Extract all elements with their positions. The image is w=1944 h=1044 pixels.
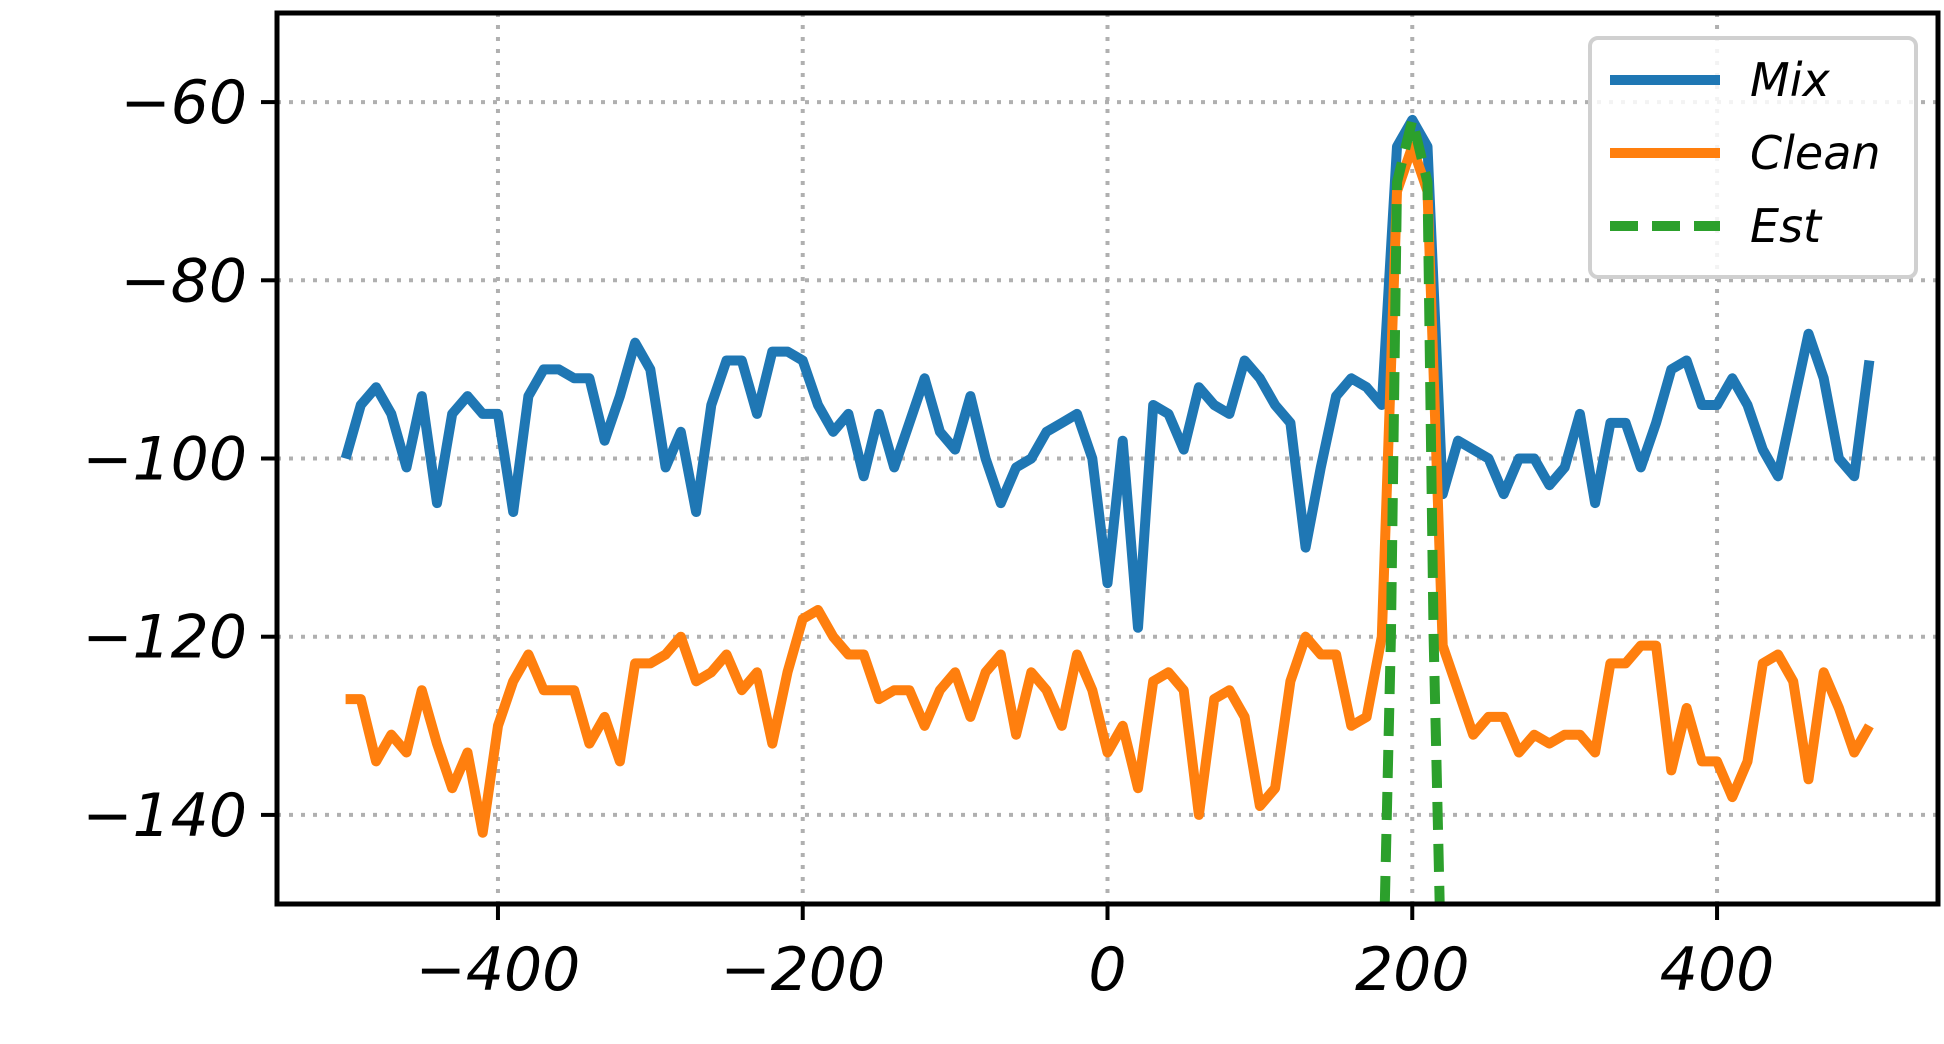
y-tick-label: −100 (82, 425, 247, 495)
y-tick-label: −60 (120, 68, 247, 138)
x-tick-label: −400 (416, 935, 581, 1005)
series-line-est (1379, 114, 1445, 905)
legend-label-est: Est (1750, 199, 1823, 253)
x-axis: −400 −200 0 200 400 (416, 904, 1775, 1005)
series-line-mix (340, 114, 1875, 633)
grid (277, 13, 1938, 904)
x-tick-label: −200 (720, 935, 885, 1005)
legend: Mix Clean Est (1588, 36, 1918, 279)
plot-series (340, 114, 1875, 905)
legend-box (1588, 36, 1918, 279)
y-tick-label: −80 (120, 246, 247, 316)
x-tick-label: 400 (1660, 935, 1775, 1005)
x-tick-label: 200 (1355, 935, 1470, 1005)
legend-label-clean: Clean (1750, 126, 1881, 180)
y-tick-label: −140 (82, 781, 247, 851)
y-axis: −60 −80 −100 −120 −140 (82, 68, 277, 851)
x-tick-label: 0 (1088, 935, 1126, 1005)
legend-label-mix: Mix (1750, 53, 1830, 107)
y-tick-label: −120 (82, 603, 247, 673)
series-line-clean (345, 141, 1874, 838)
